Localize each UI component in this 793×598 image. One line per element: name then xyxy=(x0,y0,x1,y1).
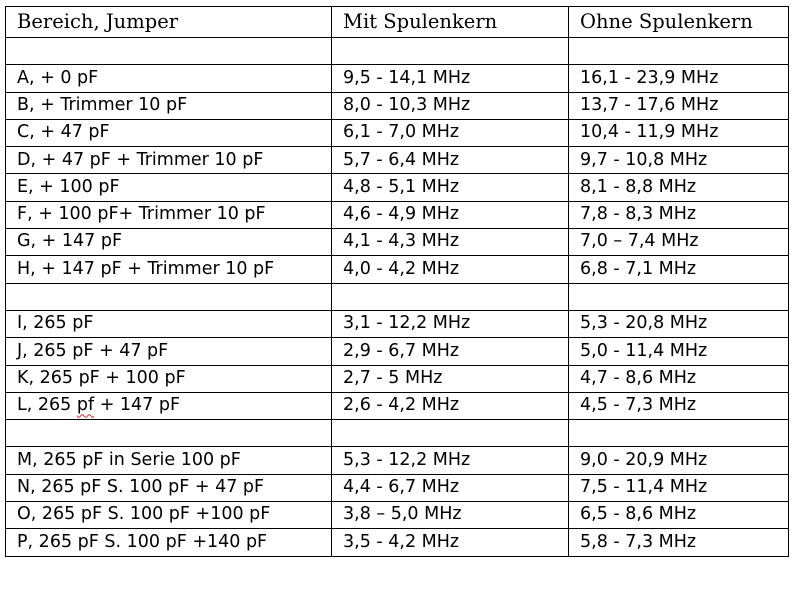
cell-with-core: 5,3 - 12,2 MHz xyxy=(331,446,569,475)
table-row: D, + 47 pF + Trimmer 10 pF 5,7 - 6,4 MHz 9… xyxy=(5,146,789,175)
cell-range: C, + 47 pF xyxy=(5,118,332,148)
cell-with-core xyxy=(331,419,569,448)
cell-with-core xyxy=(331,36,569,66)
cell-without-core: 7,8 - 8,3 MHz xyxy=(568,200,789,230)
cell-with-core xyxy=(331,282,569,311)
cell-without-core xyxy=(568,36,789,66)
cell-without-core: 16,1 - 23,9 MHz xyxy=(568,64,789,93)
table-row: O, 265 pF S. 100 pF +100 pF 3,8 – 5,0 MHz… xyxy=(5,501,789,530)
table-row: G, + 147 pF 4,1 - 4,3 MHz 7,0 – 7,4 MHz xyxy=(5,228,789,257)
header-cell-with-core: Mit Spulenkern xyxy=(331,6,569,38)
cell-range: M, 265 pF in Serie 100 pF xyxy=(5,446,332,475)
table-row: A, + 0 pF 9,5 - 14,1 MHz 16,1 - 23,9 MHz xyxy=(5,64,789,93)
cell-without-core: 9,7 - 10,8 MHz xyxy=(568,146,789,175)
cell-without-core: 9,0 - 20,9 MHz xyxy=(568,446,789,475)
cell-with-core: 9,5 - 14,1 MHz xyxy=(331,64,569,93)
table-row: F, + 100 pF+ Trimmer 10 pF 4,6 - 4,9 MHz 7… xyxy=(5,200,789,230)
cell-range: E, + 100 pF xyxy=(5,173,332,202)
table-row: C, + 47 pF 6,1 - 7,0 MHz 10,4 - 11,9 MHz xyxy=(5,118,789,148)
cell-without-core: 6,5 - 8,6 MHz xyxy=(568,501,789,530)
cell-with-core: 8,0 - 10,3 MHz xyxy=(331,91,569,120)
table-row: M, 265 pF in Serie 100 pF 5,3 - 12,2 MHz 9… xyxy=(5,446,789,475)
cell-without-core: 7,0 – 7,4 MHz xyxy=(568,228,789,257)
cell-without-core: 13,7 - 17,6 MHz xyxy=(568,91,789,120)
table-header-row: Bereich, Jumper Mit Spulenkern Ohne Spul… xyxy=(5,6,789,38)
cell-with-core: 2,7 - 5 MHz xyxy=(331,364,569,393)
cell-with-core: 4,4 - 6,7 MHz xyxy=(331,473,569,503)
table-spacer-row xyxy=(5,282,789,311)
cell-range xyxy=(5,36,332,66)
table-row: H, + 147 pF + Trimmer 10 pF 4,0 - 4,2 MHz… xyxy=(5,255,789,284)
cell-range: O, 265 pF S. 100 pF +100 pF xyxy=(5,501,332,530)
table-row: K, 265 pF + 100 pF 2,7 - 5 MHz 4,7 - 8,6 M… xyxy=(5,364,789,393)
cell-range: G, + 147 pF xyxy=(5,228,332,257)
cell-range: N, 265 pF S. 100 pF + 47 pF xyxy=(5,473,332,503)
cell-without-core: 4,7 - 8,6 MHz xyxy=(568,364,789,393)
cell-with-core: 2,6 - 4,2 MHz xyxy=(331,391,569,421)
cell-with-core: 4,6 - 4,9 MHz xyxy=(331,200,569,230)
cell-range: A, + 0 pF xyxy=(5,64,332,93)
cell-range: K, 265 pF + 100 pF xyxy=(5,364,332,393)
cell-range: I, 265 pF xyxy=(5,309,332,339)
cell-without-core xyxy=(568,419,789,448)
cell-without-core: 5,8 - 7,3 MHz xyxy=(568,528,789,557)
cell-with-core: 3,1 - 12,2 MHz xyxy=(331,309,569,339)
cell-without-core: 5,3 - 20,8 MHz xyxy=(568,309,789,339)
cell-without-core: 6,8 - 7,1 MHz xyxy=(568,255,789,284)
cell-range: B, + Trimmer 10 pF xyxy=(5,91,332,120)
table-row: L, 265 pf + 147 pF 2,6 - 4,2 MHz 4,5 - 7,3… xyxy=(5,391,789,421)
cell-without-core: 8,1 - 8,8 MHz xyxy=(568,173,789,202)
cell-with-core: 6,1 - 7,0 MHz xyxy=(331,118,569,148)
cell-range: D, + 47 pF + Trimmer 10 pF xyxy=(5,146,332,175)
table-spacer-row xyxy=(5,419,789,448)
frequency-table: Bereich, Jumper Mit Spulenkern Ohne Spul… xyxy=(5,6,789,557)
cell-range: J, 265 pF + 47 pF xyxy=(5,337,332,366)
cell-range: H, + 147 pF + Trimmer 10 pF xyxy=(5,255,332,284)
cell-range xyxy=(5,419,332,448)
cell-with-core: 4,1 - 4,3 MHz xyxy=(331,228,569,257)
cell-range xyxy=(5,282,332,311)
table-row: I, 265 pF 3,1 - 12,2 MHz 5,3 - 20,8 MHz xyxy=(5,309,789,339)
cell-with-core: 3,5 - 4,2 MHz xyxy=(331,528,569,557)
table-row: N, 265 pF S. 100 pF + 47 pF 4,4 - 6,7 MHz… xyxy=(5,473,789,503)
cell-without-core: 10,4 - 11,9 MHz xyxy=(568,118,789,148)
cell-with-core: 4,0 - 4,2 MHz xyxy=(331,255,569,284)
cell-with-core: 4,8 - 5,1 MHz xyxy=(331,173,569,202)
cell-with-core: 3,8 – 5,0 MHz xyxy=(331,501,569,530)
table-spacer-row xyxy=(5,36,789,66)
cell-without-core: 4,5 - 7,3 MHz xyxy=(568,391,789,421)
cell-with-core: 5,7 - 6,4 MHz xyxy=(331,146,569,175)
cell-without-core: 5,0 - 11,4 MHz xyxy=(568,337,789,366)
cell-without-core xyxy=(568,282,789,311)
cell-without-core: 7,5 - 11,4 MHz xyxy=(568,473,789,503)
cell-range: P, 265 pF S. 100 pF +140 pF xyxy=(5,528,332,557)
table-row: J, 265 pF + 47 pF 2,9 - 6,7 MHz 5,0 - 11,4… xyxy=(5,337,789,366)
spellcheck-marked-word: pf xyxy=(76,395,95,416)
cell-with-core: 2,9 - 6,7 MHz xyxy=(331,337,569,366)
header-cell-without-core: Ohne Spulenkern xyxy=(568,6,789,38)
table-row: B, + Trimmer 10 pF 8,0 - 10,3 MHz 13,7 - 1… xyxy=(5,91,789,120)
table-row: P, 265 pF S. 100 pF +140 pF 3,5 - 4,2 MHz… xyxy=(5,528,789,557)
table-row: E, + 100 pF 4,8 - 5,1 MHz 8,1 - 8,8 MHz xyxy=(5,173,789,202)
cell-range: F, + 100 pF+ Trimmer 10 pF xyxy=(5,200,332,230)
cell-range: L, 265 pf + 147 pF xyxy=(5,391,332,421)
header-cell-range: Bereich, Jumper xyxy=(5,6,332,38)
